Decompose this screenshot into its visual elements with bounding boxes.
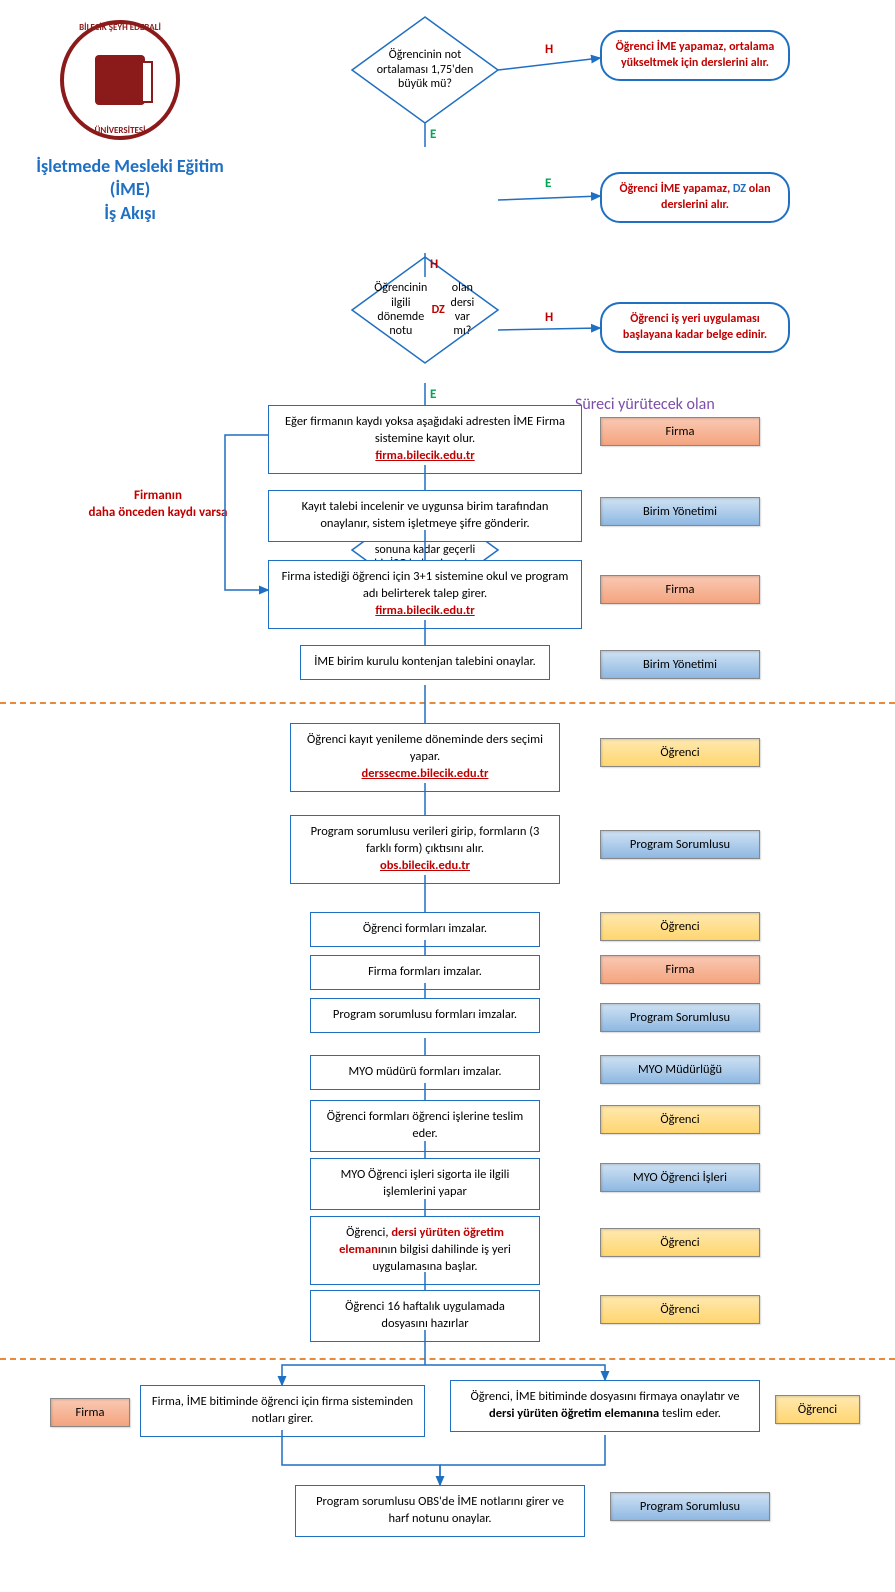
url-firma-1[interactable]: firma.bilecik.edu.tr [279, 448, 571, 465]
proc-firma-register: Eğer firmanın kaydı yoksa aşağıdaki adre… [268, 405, 582, 474]
proc-student-sign: Öğrenci formları imzalar. [310, 912, 540, 947]
actor-firma-1: Firma [600, 417, 760, 446]
section-divider-2 [0, 1358, 895, 1360]
title-line-3: İş Akışı [10, 202, 250, 225]
flowchart-canvas: BİLECİK ŞEYH EDEBALİ ÜNİVERSİTESİ İşletm… [0, 0, 895, 1592]
edge-label-e1: E [430, 127, 436, 142]
url-obs[interactable]: obs.bilecik.edu.tr [301, 858, 549, 875]
proc-myo-director-sign: MYO müdürü formları imzalar. [310, 1055, 540, 1090]
decision-dz-text: Öğrencinin ilgili dönemde notu DZ olan d… [350, 255, 500, 365]
proc-student-submit-file: Öğrenci, İME bitiminde dosyasını firmaya… [450, 1380, 760, 1432]
actor-firma-4: Firma [50, 1398, 130, 1427]
university-logo: BİLECİK ŞEYH EDEBALİ ÜNİVERSİTESİ [60, 20, 180, 140]
note-gpa-fail: Öğrenci İME yapamaz, ortalama yükseltmek… [600, 30, 790, 81]
proc-program-obs-grades: Program sorumlusu OBS'de İME notlarını g… [295, 1485, 585, 1537]
proc-student-deliver: Öğrenci formları öğrenci işlerine teslim… [310, 1100, 540, 1152]
edge-label-h2: H [430, 257, 438, 272]
title-line-1: İşletmede Mesleki Eğitim [10, 155, 250, 178]
proc-student-file: Öğrenci 16 haftalık uygulamada dosyasını… [310, 1290, 540, 1342]
decision-gpa-text: Öğrencinin not ortalaması 1,75'den büyük… [350, 15, 500, 125]
proc-myo-insurance: MYO Öğrenci işleri sigorta ile ilgili iş… [310, 1158, 540, 1210]
note-isg-fail: Öğrenci iş yeri uygulaması başlayana kad… [600, 302, 790, 353]
connector-lines [0, 0, 895, 1592]
proc-firma-sign: Firma formları imzalar. [310, 955, 540, 990]
note-dz-fail: Öğrenci İME yapamaz, DZ olan derslerini … [600, 172, 790, 223]
actor-firma-2: Firma [600, 575, 760, 604]
logo-bottom-text: ÜNİVERSİTESİ [60, 125, 180, 136]
actor-student-6: Öğrenci [775, 1395, 860, 1424]
logo-top-text: BİLECİK ŞEYH EDEBALİ [60, 22, 180, 33]
actor-prog-2: Program Sorumlusu [600, 1003, 760, 1032]
actor-student-4: Öğrenci [600, 1228, 760, 1257]
decision-gpa: Öğrencinin not ortalaması 1,75'den büyük… [350, 15, 500, 125]
actor-myo-mud: MYO Müdürlüğü [600, 1055, 760, 1084]
edge-label-h1: H [545, 42, 553, 57]
actor-prog-3: Program Sorumlusu [610, 1492, 770, 1521]
actor-prog-1: Program Sorumlusu [600, 830, 760, 859]
edge-label-e2: E [545, 176, 551, 191]
url-derssecme[interactable]: derssecme.bilecik.edu.tr [301, 766, 549, 783]
side-caption: Firmanındaha önceden kaydı varsa [58, 488, 258, 522]
actor-birim-2: Birim Yönetimi [600, 650, 760, 679]
actor-myo-ogr: MYO Öğrenci İşleri [600, 1163, 760, 1192]
url-firma-2[interactable]: firma.bilecik.edu.tr [279, 603, 571, 620]
page-title: İşletmede Mesleki Eğitim (İME) İş Akışı [10, 155, 250, 225]
proc-approve-registration: Kayıt talebi incelenir ve uygunsa birim … [268, 490, 582, 542]
proc-student-course-select: Öğrenci kayıt yenileme döneminde ders se… [290, 723, 560, 792]
actor-column-header: Süreci yürütecek olan [575, 395, 715, 414]
proc-quota-approve: İME birim kurulu kontenjan talebini onay… [300, 645, 550, 680]
edge-label-h3: H [545, 310, 553, 325]
proc-student-start: Öğrenci, dersi yürüten öğretim elemanını… [310, 1216, 540, 1285]
proc-program-forms: Program sorumlusu verileri girip, formla… [290, 815, 560, 884]
actor-birim-1: Birim Yönetimi [600, 497, 760, 526]
decision-dz: Öğrencinin ilgili dönemde notu DZ olan d… [350, 255, 500, 365]
section-divider-1 [0, 702, 895, 704]
proc-program-sign: Program sorumlusu formları imzalar. [310, 998, 540, 1033]
actor-student-1: Öğrenci [600, 738, 760, 767]
actor-student-2: Öğrenci [600, 912, 760, 941]
proc-firma-enter-grades: Firma, İME bitiminde öğrenci için firma … [140, 1385, 425, 1437]
proc-firma-request: Firma istediği öğrenci için 3+1 sistemin… [268, 560, 582, 629]
actor-student-5: Öğrenci [600, 1295, 760, 1324]
edge-label-e3: E [430, 387, 436, 402]
actor-student-3: Öğrenci [600, 1105, 760, 1134]
title-line-2: (İME) [10, 178, 250, 201]
actor-firma-3: Firma [600, 955, 760, 984]
